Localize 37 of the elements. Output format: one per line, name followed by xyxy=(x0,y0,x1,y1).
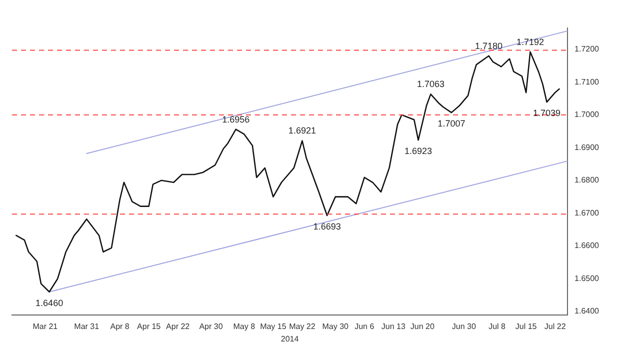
annotation: 1.6693 xyxy=(313,221,341,232)
x-axis-title: 2014 xyxy=(280,334,300,344)
annotation: 1.6956 xyxy=(222,114,250,124)
x-tick-label: May 30 xyxy=(322,322,350,331)
x-tick-label: Apr 30 xyxy=(199,322,224,331)
y-tick-label: 1.6800 xyxy=(574,176,600,185)
y-tick-label: 1.6400 xyxy=(574,306,600,316)
x-tick-label: Apr 15 xyxy=(137,322,162,331)
x-tick-label: Jun 30 xyxy=(452,322,476,331)
annotation: 1.7180 xyxy=(474,40,503,51)
y-tick-label: 1.6700 xyxy=(574,208,600,218)
annotation: 1.7063 xyxy=(416,79,444,90)
annotation: 1.6460 xyxy=(36,298,64,308)
x-tick-label: Jul 22 xyxy=(544,322,566,331)
y-tick-label: 1.6900 xyxy=(574,142,600,152)
x-tick-label: May 22 xyxy=(289,322,316,331)
y-tick-label: 1.6600 xyxy=(574,241,600,250)
annotation: 1.6923 xyxy=(404,146,432,156)
y-tick-label: 1.7000 xyxy=(574,110,600,120)
x-tick-label: May 15 xyxy=(260,322,287,331)
annotation: 1.6921 xyxy=(288,126,316,136)
y-tick-label: 1.7200 xyxy=(574,44,600,54)
annotation: 1.7192 xyxy=(516,36,544,47)
annotation: 1.7007 xyxy=(438,118,466,129)
x-tick-label: Apr 8 xyxy=(110,322,130,331)
x-tick-label: Mar 31 xyxy=(74,322,100,331)
y-tick-label: 1.7100 xyxy=(574,77,600,86)
x-tick-label: Jun 13 xyxy=(381,322,406,331)
x-tick-label: Jun 20 xyxy=(410,322,435,331)
x-tick-label: Mar 21 xyxy=(32,322,58,331)
x-tick-label: May 8 xyxy=(233,322,256,331)
annotation: 1.7039 xyxy=(533,108,561,118)
y-tick-label: 1.6500 xyxy=(574,274,600,283)
x-tick-label: Jun 6 xyxy=(354,322,375,331)
x-tick-label: Jul 15 xyxy=(515,322,538,331)
x-tick-label: Apr 22 xyxy=(166,322,190,331)
x-tick-label: Jul 8 xyxy=(488,322,506,331)
